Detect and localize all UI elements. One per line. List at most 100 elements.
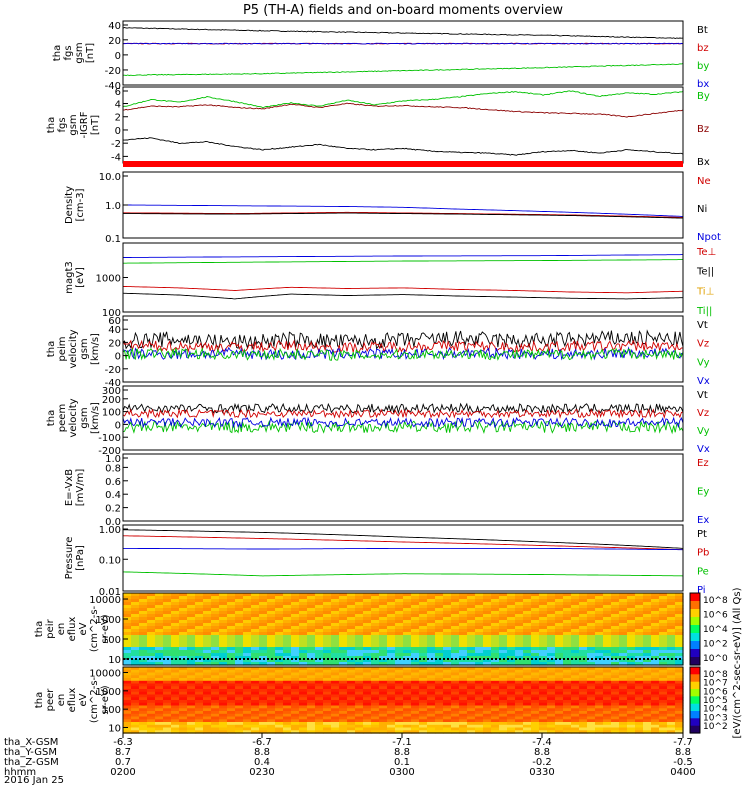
spectrogram-cell [571,683,580,687]
spectrogram-cell [307,593,316,597]
spectrogram-cell [371,708,380,712]
spectrogram-cell [203,691,212,696]
spectrogram-cell [571,632,580,636]
spectrogram-cell [435,644,444,648]
spectrogram-cell [171,694,180,698]
spectrogram-cell [203,680,212,685]
spectrogram-cell [419,641,428,645]
spectrogram-cell [531,611,540,615]
spectrogram-cell [347,708,356,712]
spectrogram-cell [355,713,364,718]
spectrogram-cell [323,727,332,731]
spectrogram-cell [419,635,428,639]
spectrogram-cell [315,653,324,657]
spectrogram-cell [507,626,516,630]
spectrogram-cell [123,623,132,627]
spectrogram-cell [483,705,492,709]
spectrogram-cell [627,724,636,729]
spectrogram-cell [491,724,500,729]
spectrogram-cell [475,662,484,666]
spectrogram-cell [675,596,684,600]
spectrogram-cell [595,689,604,693]
spectrogram-cell [163,680,172,685]
spectrogram-cell [587,659,596,663]
spectrogram-cell [643,724,652,729]
spectrogram-cell [179,596,188,600]
spectrogram-cell [219,719,228,723]
spectrogram-cell [459,608,468,612]
spectrogram-cell [283,667,292,671]
spectrogram-cell [251,650,260,654]
spectrogram-cell [635,683,644,687]
spectrogram-cell [635,641,644,645]
spectrogram-cell [411,626,420,630]
spectrogram-cell [659,724,668,729]
spectrogram-cell [515,638,524,642]
spectrogram-cell [595,599,604,603]
spectrogram-cell [443,713,452,718]
spectrogram-cell [331,702,340,707]
spectrogram-cell [651,650,660,654]
spectrogram-cell [435,697,444,701]
spectrogram-cell [651,656,660,660]
spectrogram-cell [283,702,292,707]
spectrogram-cell [379,727,388,731]
spectrogram-cell [603,644,612,648]
spectrogram-cell [235,727,244,731]
spectrogram-cell [291,713,300,718]
spectrogram-cell [131,705,140,709]
spectrogram-cell [171,656,180,660]
spectrogram-cell [131,672,140,676]
spectrogram-cell [347,653,356,657]
spectrogram-cell [187,683,196,687]
spectrogram-cell [131,708,140,712]
spectrogram-cell [195,689,204,693]
spectrogram-cell [491,686,500,690]
spectrogram-cell [139,647,148,651]
spectrogram-cell [363,686,372,690]
spectrogram-cell [163,675,172,679]
spectrogram-cell [355,626,364,630]
spectrogram-cell [619,667,628,671]
spectrogram-cell [419,680,428,685]
spectrogram-cell [315,727,324,731]
spectrogram-cell [675,644,684,648]
spectrogram-cell [163,697,172,701]
spectrogram-cell [203,644,212,648]
spectrogram-cell [483,605,492,609]
spectrogram-cell [339,672,348,676]
spectrogram-cell [379,599,388,603]
spectrogram-cell [419,697,428,701]
spectrogram-cell [187,614,196,618]
spectrogram-cell [539,656,548,660]
spectrogram-cell [371,626,380,630]
spectrogram-cell [635,708,644,712]
spectrogram-cell [299,647,308,651]
spectrogram-cell [475,694,484,698]
spectrogram-cell [483,650,492,654]
spectrogram-cell [227,678,236,682]
spectrogram-cell [355,727,364,731]
spectrogram-cell [467,708,476,712]
spectrogram-cell [419,727,428,731]
spectrogram-cell [395,716,404,720]
spectrogram-cell [267,641,276,645]
spectrogram-cell [307,599,316,603]
spectrogram-cell [163,686,172,690]
spectrogram-cell [283,611,292,615]
spectrogram-cell [523,686,532,690]
spectrogram-cell [443,617,452,621]
colorbar-0: 10^810^610^410^210^0 [689,592,728,666]
spectrogram-cell [171,719,180,723]
ephem-value: 0.4 [254,757,270,768]
spectrogram-cell [283,614,292,618]
spectrogram-cell [419,617,428,621]
spectrogram-cell [451,593,460,597]
spectrogram-cell [155,713,164,718]
spectrogram-cell [355,705,364,709]
spectrogram-cell [379,708,388,712]
spectrogram-cell [515,700,524,704]
spectrogram-cell [619,705,628,709]
spectrogram-cell [563,647,572,651]
spectrogram-cell [667,632,676,636]
